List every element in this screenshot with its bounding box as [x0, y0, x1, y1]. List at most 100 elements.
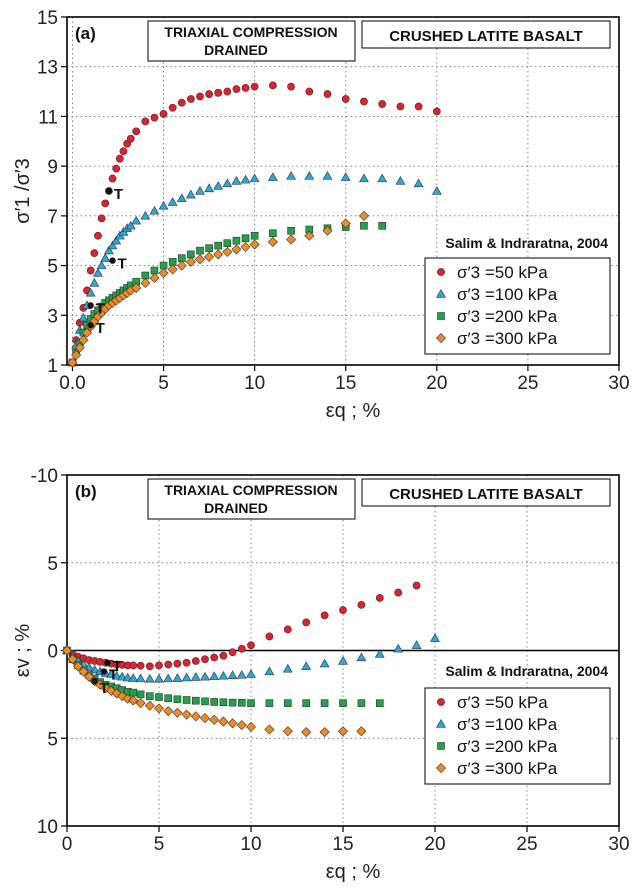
- legend-label: σ′3 =50 kPa: [457, 693, 548, 712]
- data-point: [136, 690, 145, 699]
- data-point: [222, 178, 233, 188]
- x-tick-label: 15: [332, 834, 353, 855]
- legend-marker: [437, 698, 445, 706]
- data-point: [223, 239, 232, 247]
- data-point: [97, 214, 106, 223]
- data-point: [231, 244, 242, 255]
- data-point: [430, 633, 440, 642]
- data-point: [194, 254, 206, 265]
- data-point: [268, 81, 277, 90]
- panel-label: (a): [75, 24, 96, 43]
- data-point: [269, 229, 277, 238]
- data-point: [240, 241, 251, 252]
- series-circle: [68, 81, 441, 367]
- data-point: [393, 643, 404, 653]
- data-point: [132, 127, 141, 136]
- data-point: [395, 176, 406, 185]
- data-point: [153, 703, 165, 714]
- t-marker-dot: [91, 678, 98, 685]
- data-point: [163, 673, 174, 683]
- data-point: [323, 90, 332, 98]
- x-tick-label: 0: [62, 834, 73, 855]
- data-point: [213, 249, 224, 260]
- legend-label: σ′3 =100 kPa: [457, 285, 558, 304]
- data-point: [264, 724, 275, 735]
- data-point: [340, 172, 351, 181]
- data-point: [378, 222, 386, 230]
- data-point: [201, 655, 209, 664]
- data-point: [340, 218, 351, 229]
- data-point: [131, 282, 142, 293]
- data-point: [357, 699, 366, 707]
- data-point: [232, 85, 241, 93]
- y-tick-label: 3: [47, 306, 58, 327]
- data-point: [264, 666, 275, 676]
- data-point: [412, 581, 421, 590]
- data-point: [302, 699, 311, 707]
- data-point: [228, 648, 237, 657]
- data-point: [176, 260, 187, 271]
- data-point: [106, 685, 117, 696]
- data-point: [89, 277, 100, 287]
- t-marker-dot: [100, 668, 108, 675]
- data-point: [159, 110, 168, 118]
- data-point: [432, 107, 441, 116]
- data-point: [173, 659, 182, 668]
- legend-label: σ′3 =200 kPa: [457, 737, 558, 756]
- data-point: [356, 726, 367, 737]
- data-point: [227, 718, 238, 729]
- series-triangle: [67, 171, 442, 367]
- data-point: [78, 312, 89, 322]
- data-point: [218, 670, 229, 680]
- data-point: [305, 87, 314, 96]
- data-point: [205, 244, 213, 252]
- data-point: [237, 644, 246, 653]
- x-tick-label: 5: [154, 834, 165, 855]
- data-point: [115, 154, 124, 163]
- data-point: [246, 669, 256, 678]
- data-point: [304, 171, 315, 180]
- data-point: [89, 664, 100, 674]
- data-point: [101, 199, 110, 208]
- data-point: [144, 700, 155, 711]
- x-tick-label: 25: [517, 373, 538, 394]
- x-tick-label: 10: [240, 834, 261, 855]
- data-point: [196, 92, 204, 101]
- data-point: [304, 230, 315, 241]
- data-point: [360, 97, 368, 106]
- chart-panel-b: 0 5 10 15 20 25 30 -10 5 0 5 10 εq ; % εv ; % (b) TRIAX…: [12, 466, 630, 883]
- legend-label: σ′3 =300 kPa: [457, 759, 558, 778]
- data-point: [204, 183, 215, 193]
- data-point: [78, 666, 89, 677]
- data-point: [205, 90, 213, 98]
- data-point: [126, 134, 135, 143]
- t-marker-label: T: [96, 300, 105, 317]
- data-point: [200, 671, 210, 681]
- legend-label: σ′3 =100 kPa: [457, 715, 558, 734]
- data-point: [210, 698, 218, 706]
- data-point: [414, 102, 423, 111]
- y-tick-label: 5: [47, 554, 58, 575]
- test-label-box: [147, 478, 356, 520]
- material-box: [361, 20, 611, 49]
- legend-label: σ′3 =300 kPa: [457, 329, 558, 348]
- data-point: [155, 693, 163, 701]
- data-point: [209, 714, 220, 725]
- legend-box: [424, 687, 611, 785]
- data-point: [201, 697, 209, 706]
- data-point: [129, 661, 138, 670]
- data-point: [204, 251, 215, 262]
- data-point: [61, 645, 73, 656]
- data-point: [283, 625, 292, 634]
- data-point: [250, 231, 259, 240]
- data-point: [149, 205, 160, 215]
- y-tick-label: 10: [37, 817, 58, 838]
- data-point: [375, 699, 384, 707]
- x-axis-label: εq ; %: [326, 861, 381, 883]
- data-point: [396, 102, 405, 111]
- data-point: [146, 692, 154, 700]
- test-label-box: [147, 20, 356, 62]
- data-point: [214, 88, 223, 97]
- legend-marker: [436, 718, 446, 728]
